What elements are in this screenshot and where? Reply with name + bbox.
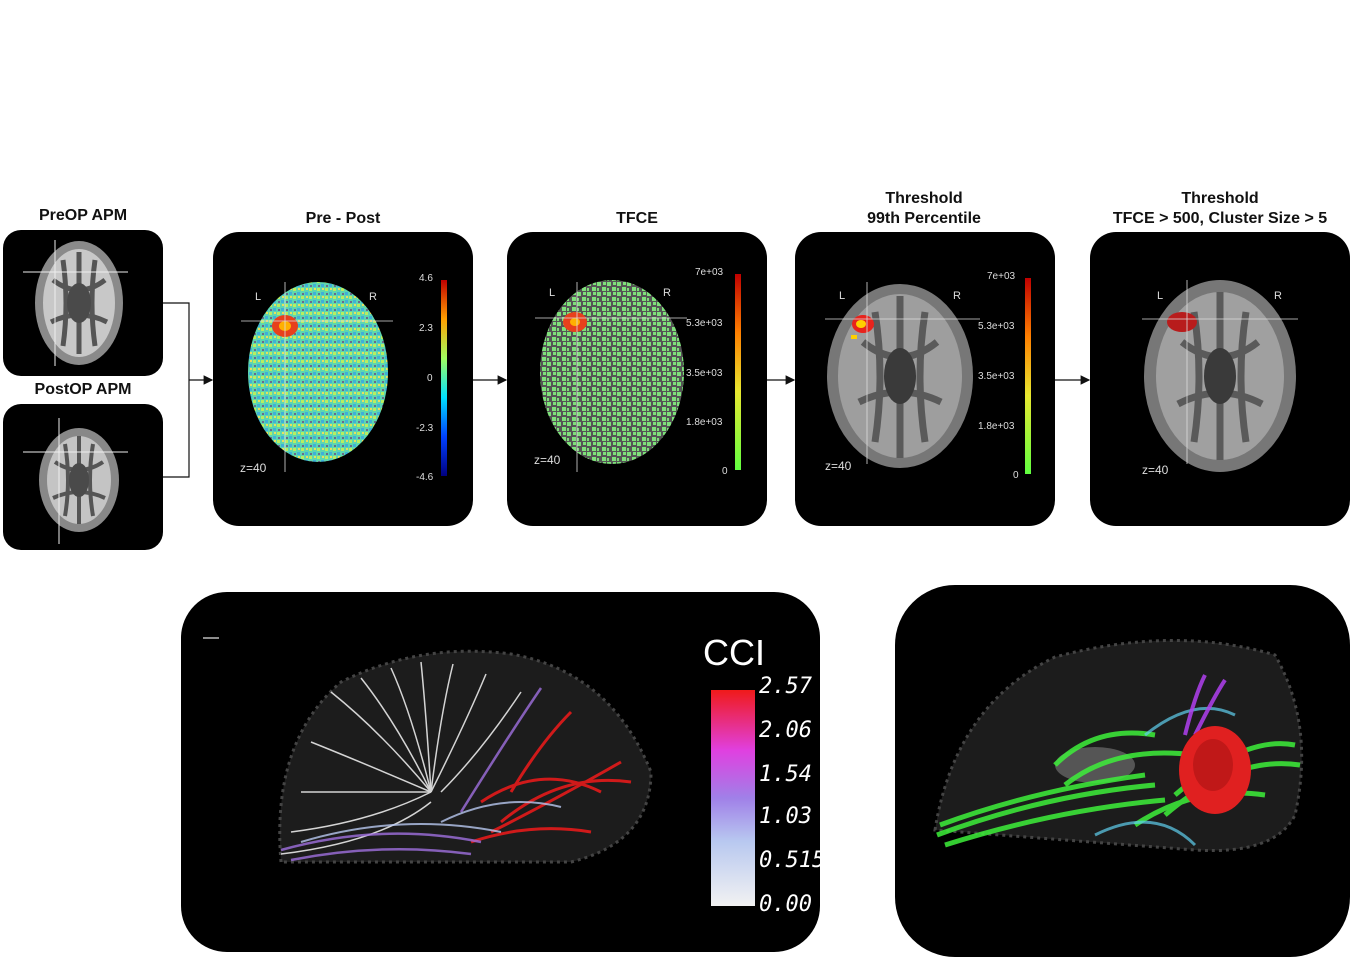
- threshold-percentile-right-label: R: [953, 290, 961, 302]
- threshold-percentile-cb-tick: 1.8e+03: [978, 421, 1015, 432]
- tfce-cb-tick: 1.8e+03: [686, 417, 723, 428]
- threshold-cluster-map: L R z=40: [1090, 232, 1350, 526]
- postop-brain-image: [3, 404, 163, 550]
- preop-panel: [3, 230, 163, 376]
- threshold-cluster-panel: L R z=40: [1090, 232, 1350, 526]
- tfce-cb-tick: 0: [722, 466, 728, 477]
- prepost-cb-tick: 0: [427, 373, 433, 384]
- merge-connector: [163, 303, 189, 477]
- prepost-cb-tick: -4.6: [416, 472, 434, 483]
- preop-brain-image: [3, 230, 163, 376]
- tfce-colorbar: [735, 274, 741, 470]
- prepost-left-label: L: [255, 291, 261, 303]
- threshold-cluster-slice-label: z=40: [1142, 463, 1169, 477]
- tfce-right-label: R: [663, 287, 671, 299]
- prepost-map: L R z=40 4.6 2.3 0 -2.3 -4.6: [213, 232, 473, 526]
- cci-tick: 2.06: [759, 718, 812, 743]
- cci-colorbar-title: CCI: [703, 632, 765, 674]
- cci-tick: 1.03: [759, 804, 812, 829]
- tfce-panel: L R z=40 7e+03 5.3e+03 3.5e+03 1.8e+03 0: [507, 232, 767, 526]
- cci-tick: 2.57: [759, 674, 812, 699]
- prepost-slice-label: z=40: [240, 461, 267, 475]
- threshold-cluster-left-label: L: [1157, 290, 1163, 302]
- tfce-left-label: L: [549, 287, 555, 299]
- prepost-right-label: R: [369, 291, 377, 303]
- prepost-cb-tick: -2.3: [416, 423, 434, 434]
- threshold-percentile-cb-tick: 5.3e+03: [978, 321, 1015, 332]
- threshold-cluster-right-label: R: [1274, 290, 1282, 302]
- threshold-percentile-panel: L R z=40 7e+03 5.3e+03 3.5e+03 1.8e+03 0: [795, 232, 1055, 526]
- tract-segmentation-panel: [895, 585, 1350, 957]
- prepost-panel: L R z=40 4.6 2.3 0 -2.3 -4.6: [213, 232, 473, 526]
- threshold-percentile-cb-tick: 7e+03: [987, 271, 1016, 282]
- prepost-cb-tick: 4.6: [419, 273, 433, 284]
- cci-tick: 0.00: [759, 892, 812, 917]
- threshold-percentile-cb-tick: 0: [1013, 470, 1019, 481]
- cci-tractography-panel: CCI 2.57 2.06 1.54 1.03 0.515 0.00: [181, 592, 820, 952]
- postop-panel: [3, 404, 163, 550]
- cci-tick: 1.54: [759, 762, 812, 787]
- threshold-percentile-map: L R z=40 7e+03 5.3e+03 3.5e+03 1.8e+03 0: [795, 232, 1055, 526]
- prepost-cb-tick: 2.3: [419, 323, 433, 334]
- prepost-colorbar: [441, 280, 447, 476]
- cci-colorbar: [711, 690, 755, 906]
- threshold-percentile-slice-label: z=40: [825, 459, 852, 473]
- tfce-cb-tick: 5.3e+03: [686, 318, 723, 329]
- tfce-cb-tick: 7e+03: [695, 267, 724, 278]
- cci-tick: 0.515: [759, 848, 820, 873]
- threshold-percentile-colorbar: [1025, 278, 1031, 474]
- threshold-percentile-cb-tick: 3.5e+03: [978, 371, 1015, 382]
- threshold-percentile-left-label: L: [839, 290, 845, 302]
- tfce-map: L R z=40 7e+03 5.3e+03 3.5e+03 1.8e+03 0: [507, 232, 767, 526]
- tfce-cb-tick: 3.5e+03: [686, 368, 723, 379]
- tract-segmentation-image: [895, 585, 1350, 957]
- tfce-slice-label: z=40: [534, 453, 561, 467]
